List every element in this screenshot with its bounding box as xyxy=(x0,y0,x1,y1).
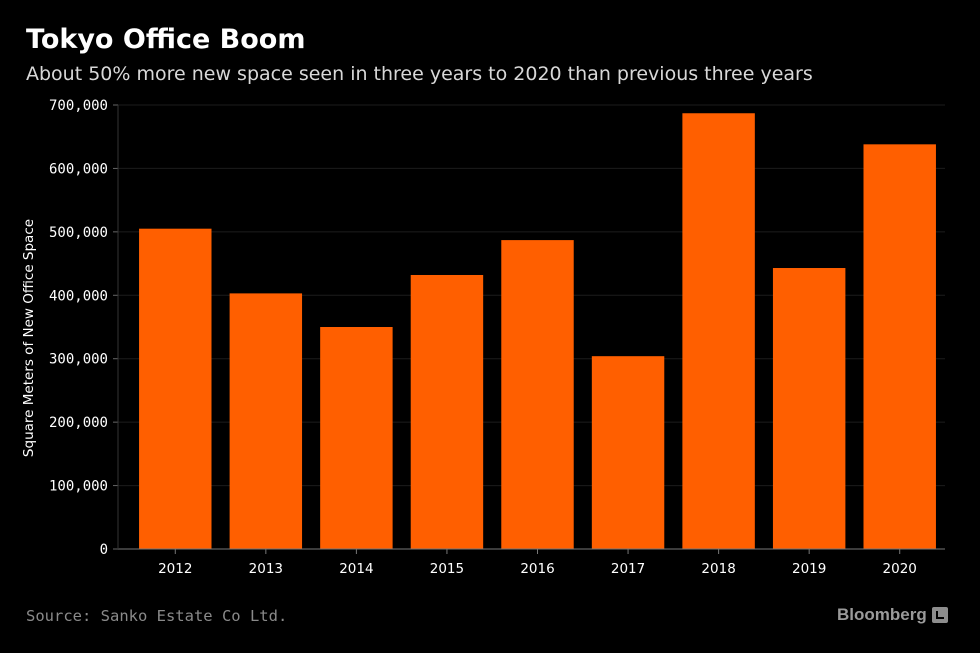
bar-2017 xyxy=(591,356,665,549)
chart-subtitle: About 50% more new space seen in three y… xyxy=(26,63,813,85)
y-axis: 0 100,000 200,000 300,000 400,000 500,000 600,… xyxy=(49,98,945,558)
chart-title: Tokyo Office Boom xyxy=(26,24,306,55)
y-tick-label: 100,000 xyxy=(49,479,108,495)
bar-2014 xyxy=(320,327,393,549)
x-tick-label: 2013 xyxy=(249,561,283,577)
bar-2018 xyxy=(682,113,755,549)
bloomberg-logo: Bloomberg xyxy=(837,605,948,625)
chart-icon xyxy=(931,607,948,623)
brand-name: Bloomberg xyxy=(837,605,927,624)
x-tick-label: 2014 xyxy=(339,561,373,577)
y-tick-label: 600,000 xyxy=(49,161,108,177)
bars xyxy=(139,113,936,550)
x-axis: 2012 2013 2014 2015 2016 2017 2018 2019 2020 xyxy=(158,549,917,577)
x-tick-label: 2017 xyxy=(611,561,645,577)
bar-2013 xyxy=(229,293,303,549)
x-tick-label: 2020 xyxy=(883,561,917,577)
bar-2012 xyxy=(139,228,212,549)
x-tick-label: 2018 xyxy=(701,561,735,577)
x-tick-label: 2012 xyxy=(158,561,192,577)
y-tick-label: 200,000 xyxy=(49,415,108,431)
x-tick-label: 2015 xyxy=(430,561,464,577)
bar-2016 xyxy=(501,240,574,550)
y-axis-label: Square Meters of New Office Space xyxy=(21,219,37,457)
bar-2015 xyxy=(410,274,484,549)
y-tick-label: 300,000 xyxy=(49,352,108,368)
bar-2019 xyxy=(772,268,846,549)
source-note: Source: Sanko Estate Co Ltd. xyxy=(26,607,288,625)
x-tick-label: 2019 xyxy=(792,561,826,577)
y-tick-label: 0 xyxy=(100,542,108,558)
y-tick-label: 500,000 xyxy=(49,225,108,241)
bar-2020 xyxy=(863,144,936,549)
x-tick-label: 2016 xyxy=(520,561,554,577)
y-tick-label: 400,000 xyxy=(49,288,108,304)
y-tick-label: 700,000 xyxy=(49,98,108,114)
